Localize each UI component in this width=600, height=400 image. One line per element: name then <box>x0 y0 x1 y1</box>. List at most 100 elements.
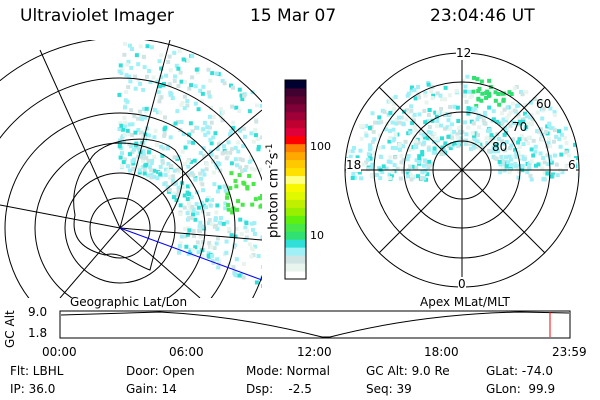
emission-pixel <box>471 144 476 149</box>
emission-pixel <box>467 89 472 94</box>
emission-pixel <box>230 104 235 109</box>
emission-pixel <box>468 146 473 151</box>
emission-pixel <box>227 229 232 234</box>
emission-pixel <box>167 54 172 59</box>
right-map-caption: Apex MLat/MLT <box>420 295 510 309</box>
emission-pixel <box>517 169 522 174</box>
emission-pixel <box>144 74 149 79</box>
emission-pixel <box>554 134 559 139</box>
emission-pixel <box>505 127 510 132</box>
lat-70: 70 <box>512 120 528 134</box>
emission-pixel <box>420 129 425 134</box>
emission-pixel <box>172 155 177 160</box>
emission-pixel <box>406 174 411 179</box>
emission-pixel <box>345 168 347 173</box>
emission-pixel <box>133 74 138 79</box>
emission-pixel <box>408 130 413 135</box>
emission-pixel <box>550 126 555 131</box>
emission-pixel <box>510 154 515 159</box>
emission-pixel <box>240 158 245 163</box>
emission-pixel <box>175 109 180 114</box>
emission-pixel <box>472 136 477 141</box>
emission-pixel <box>528 173 533 178</box>
gc-alt: GC Alt: 9.0 Re <box>366 364 450 378</box>
emission-pixel <box>197 244 202 249</box>
emission-pixel <box>388 110 393 115</box>
emission-pixel <box>170 96 175 101</box>
emission-pixel <box>512 108 517 113</box>
emission-pixel <box>198 171 203 176</box>
emission-pixel <box>162 133 167 138</box>
emission-pixel <box>374 172 379 177</box>
emission-pixel <box>393 94 398 99</box>
emission-pixel <box>211 114 216 119</box>
emission-pixel <box>368 156 373 161</box>
emission-pixel <box>408 172 413 177</box>
emission-pixel <box>186 58 191 63</box>
emission-pixel <box>405 157 410 162</box>
emission-pixel <box>217 259 222 264</box>
emission-pixel <box>425 172 430 177</box>
emission-pixel <box>195 125 200 130</box>
emission-pixel <box>431 93 436 98</box>
emission-pixel <box>211 170 216 175</box>
colorbar-segment <box>285 119 306 129</box>
emission-pixel <box>233 234 238 239</box>
emission-pixel <box>129 108 134 113</box>
emission-pixel <box>205 198 210 203</box>
emission-pixel <box>497 102 502 107</box>
emission-pixel <box>517 145 522 150</box>
emission-pixel <box>117 92 122 97</box>
emission-pixel <box>493 98 498 103</box>
emission-pixel <box>492 149 497 154</box>
emission-pixel <box>466 108 471 113</box>
emission-pixel <box>187 140 192 145</box>
emission-pixel <box>489 133 494 138</box>
emission-pixel <box>143 115 148 120</box>
emission-pixel <box>234 257 239 262</box>
emission-pixel <box>206 67 211 72</box>
emission-pixel <box>477 125 482 130</box>
emission-pixel <box>366 152 371 157</box>
emission-pixel <box>549 174 554 179</box>
emission-pixel <box>176 189 181 194</box>
emission-pixel <box>509 92 514 97</box>
emission-pixel <box>260 135 262 140</box>
emission-pixel <box>499 139 504 144</box>
emission-pixel <box>557 137 562 142</box>
emission-pixel <box>491 141 496 146</box>
colorbar-tick-100: 100 <box>310 140 331 153</box>
emission-pixel <box>155 80 160 85</box>
emission-pixel <box>175 167 180 172</box>
emission-pixel <box>365 157 370 162</box>
emission-pixel <box>180 101 185 106</box>
emission-pixel <box>187 215 192 220</box>
emission-pixel <box>221 110 226 115</box>
emission-pixel <box>503 148 508 153</box>
emission-pixel <box>203 132 208 137</box>
emission-pixel <box>452 129 457 134</box>
emission-pixel <box>427 163 432 168</box>
emission-pixel <box>141 155 146 160</box>
emission-pixel <box>260 264 262 269</box>
emission-pixel <box>196 250 201 255</box>
emission-pixel <box>454 88 459 93</box>
emission-pixel <box>194 202 199 207</box>
emission-pixel <box>130 150 135 155</box>
emission-pixel <box>413 166 418 171</box>
colorbar-segment <box>285 159 306 169</box>
emission-pixel <box>501 141 506 146</box>
emission-pixel <box>186 164 191 169</box>
emission-pixel <box>216 265 221 270</box>
emission-pixel <box>422 140 427 145</box>
emission-pixel <box>429 135 434 140</box>
emission-pixel <box>455 132 460 137</box>
emission-pixel <box>479 79 484 84</box>
emission-pixel <box>471 121 476 126</box>
emission-pixel <box>250 202 255 207</box>
emission-pixel <box>439 106 444 111</box>
emission-pixel <box>351 171 356 176</box>
emission-pixel <box>158 172 163 177</box>
emission-pixel <box>122 132 127 137</box>
emission-pixel <box>466 106 471 111</box>
